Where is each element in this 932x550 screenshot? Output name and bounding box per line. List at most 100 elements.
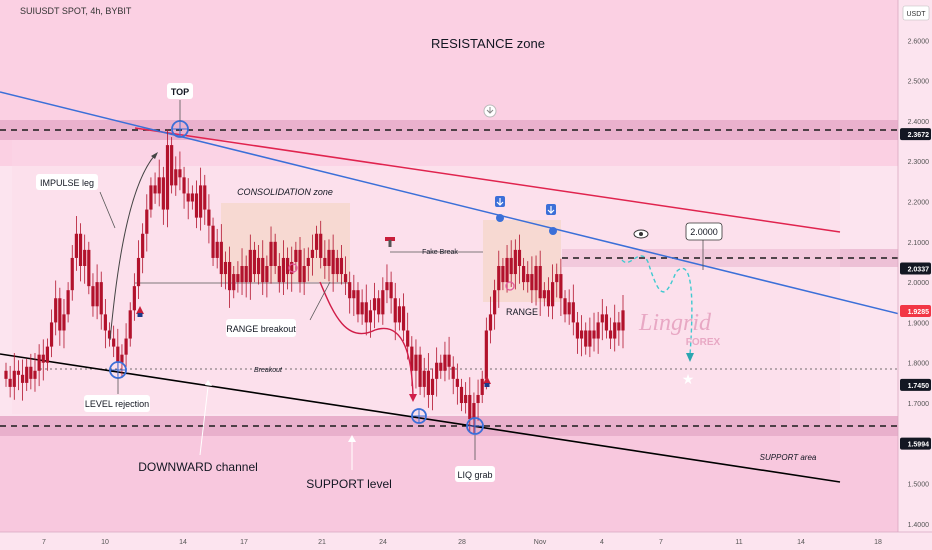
time-tick-label: 24 bbox=[379, 539, 387, 546]
rocket-icon bbox=[136, 306, 144, 317]
candle bbox=[443, 341, 447, 382]
candle bbox=[306, 247, 310, 282]
projection-arrow-head bbox=[686, 353, 694, 362]
liq-grab-label: LIQ grab bbox=[457, 470, 492, 480]
candle bbox=[314, 225, 319, 258]
candle bbox=[16, 360, 21, 391]
candle bbox=[385, 264, 389, 304]
candle bbox=[83, 234, 87, 284]
candle bbox=[58, 287, 62, 346]
candle bbox=[501, 257, 505, 291]
candle bbox=[459, 378, 464, 412]
candle bbox=[29, 353, 33, 390]
candle bbox=[153, 172, 157, 204]
downward-channel-label: DOWNWARD channel bbox=[138, 460, 258, 474]
candle bbox=[244, 255, 248, 298]
price-tag-label: 1.9285 bbox=[908, 309, 930, 316]
time-tick-label: 21 bbox=[318, 539, 326, 546]
candle bbox=[62, 299, 66, 349]
candle bbox=[381, 277, 385, 325]
impulse-label: IMPULSE leg bbox=[40, 178, 94, 188]
candle bbox=[37, 344, 41, 387]
down-arrow-flag-icon bbox=[546, 204, 556, 215]
price-tag-label: 2.3672 bbox=[908, 132, 930, 139]
currency-label: USDT bbox=[906, 11, 926, 18]
target-label: 2.0000 bbox=[690, 227, 718, 237]
candle bbox=[592, 312, 596, 352]
time-axis-ticks: 7 10 14 17 21 24 28 Nov 4 7 11 14 18 bbox=[42, 539, 882, 546]
candle bbox=[256, 245, 261, 285]
watermark-sub: FOREX bbox=[686, 337, 721, 348]
candle bbox=[348, 271, 352, 314]
trend-line bbox=[0, 91, 932, 323]
resistance-zone-label: RESISTANCE zone bbox=[431, 36, 545, 51]
consolidation-box bbox=[221, 203, 350, 282]
candle bbox=[252, 241, 257, 283]
candle bbox=[571, 284, 575, 336]
price-tag: 2.3672 bbox=[900, 128, 931, 141]
candle bbox=[360, 289, 364, 325]
circle-crosshairs bbox=[110, 121, 483, 434]
currency-badge[interactable] bbox=[902, 5, 930, 21]
price-tick-label: 2.4000 bbox=[908, 119, 930, 126]
candle bbox=[74, 216, 78, 271]
candle bbox=[49, 309, 54, 358]
price-tick-label: 1.7000 bbox=[908, 401, 930, 408]
price-axis-tags: 2.3672 2.0337 1.9285 1.7450 1.5994 bbox=[900, 128, 931, 450]
price-tick-label: 2.6000 bbox=[908, 38, 930, 45]
candle bbox=[397, 298, 401, 331]
candle bbox=[33, 353, 37, 392]
candle bbox=[389, 271, 393, 314]
candle bbox=[132, 273, 136, 321]
candle bbox=[604, 306, 609, 339]
price-tag: 1.7450 bbox=[900, 378, 931, 391]
candle bbox=[310, 234, 315, 276]
candle bbox=[103, 299, 107, 349]
candle bbox=[476, 379, 480, 421]
support-area-label: SUPPORT area bbox=[760, 453, 817, 462]
down-circle-icon bbox=[483, 104, 497, 118]
time-tick-label: 4 bbox=[600, 539, 604, 546]
candle bbox=[468, 377, 472, 433]
consolidation-label: CONSOLIDATION zone bbox=[237, 187, 333, 197]
candle bbox=[107, 322, 112, 347]
candle bbox=[203, 174, 207, 225]
candle bbox=[414, 339, 418, 389]
price-tick-label: 2.2000 bbox=[908, 200, 930, 207]
impulse-arrow-head bbox=[151, 152, 158, 159]
candle bbox=[248, 234, 252, 300]
candle bbox=[339, 245, 344, 285]
candle bbox=[364, 284, 368, 336]
candle bbox=[219, 224, 223, 287]
price-tick-label: 2.1000 bbox=[908, 240, 930, 247]
candle bbox=[277, 253, 281, 293]
candle bbox=[505, 245, 509, 293]
candle bbox=[174, 156, 178, 196]
support-pointer-arrow bbox=[348, 435, 356, 442]
candle bbox=[546, 277, 551, 317]
snail-icon bbox=[288, 263, 298, 273]
candle bbox=[372, 282, 377, 329]
candle bbox=[141, 223, 145, 274]
candle bbox=[493, 279, 497, 330]
candle bbox=[281, 240, 286, 296]
candle bbox=[526, 261, 530, 293]
candle bbox=[157, 159, 161, 207]
candle bbox=[149, 177, 153, 218]
candle bbox=[517, 234, 522, 284]
candle bbox=[165, 129, 170, 228]
candle bbox=[530, 256, 534, 304]
time-tick-label: 28 bbox=[458, 539, 466, 546]
price-tag: 1.5994 bbox=[900, 437, 931, 450]
candle bbox=[435, 347, 439, 397]
candle bbox=[99, 271, 103, 330]
breakout-pointer-line bbox=[309, 281, 331, 321]
candle bbox=[377, 290, 381, 323]
price-tick-label: 2.0000 bbox=[908, 280, 930, 287]
candle bbox=[522, 257, 526, 291]
candle bbox=[66, 282, 70, 323]
candle bbox=[232, 266, 236, 299]
candle bbox=[186, 178, 190, 220]
candle bbox=[87, 241, 91, 295]
